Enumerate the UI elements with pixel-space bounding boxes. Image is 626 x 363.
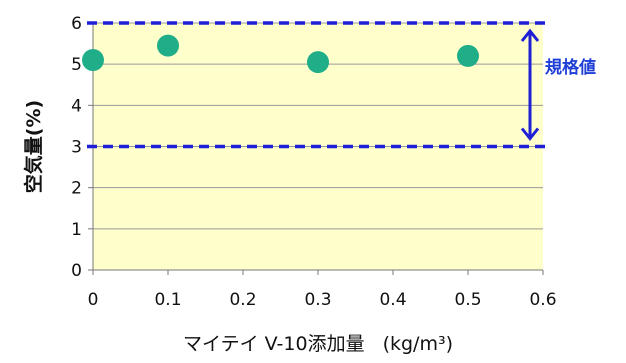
x-tick-label: 0 (88, 290, 99, 310)
spec-limit-label: 規格値 (545, 57, 596, 78)
y-tick-label: 1 (71, 220, 82, 240)
spec-arrow-head-up (520, 28, 540, 42)
x-tick-label: 0.3 (304, 290, 331, 310)
y-tick-label: 5 (71, 55, 82, 75)
x-tick-label: 0.2 (229, 290, 256, 310)
y-tick-label: 6 (71, 14, 82, 34)
x-tick-label: 0.4 (379, 290, 406, 310)
x-tick-label: 0.1 (154, 290, 181, 310)
spec-range-arrow (520, 28, 540, 141)
x-tick-label: 0.6 (529, 290, 556, 310)
y-axis-ticks: 0 1 2 3 4 5 6 (71, 14, 93, 281)
data-point (82, 49, 104, 72)
x-axis-ticks: 0 0.1 0.2 0.3 0.4 0.5 0.6 (88, 270, 557, 310)
y-tick-label: 3 (71, 138, 82, 158)
x-axis-title-main: マイテイ V-10添加量 (183, 333, 365, 355)
y-axis-title: 空気量(%) (22, 100, 45, 193)
data-point (157, 34, 179, 57)
data-point (307, 51, 329, 74)
x-axis-title-unit: (kg/m³) (383, 333, 453, 355)
x-axis-title: マイテイ V-10添加量 (kg/m³) (183, 333, 453, 355)
data-point (457, 44, 479, 67)
x-tick-label: 0.5 (454, 290, 481, 310)
y-tick-label: 0 (71, 261, 82, 281)
y-tick-label: 2 (71, 179, 82, 199)
data-points (82, 34, 479, 74)
spec-arrow-head-down (520, 127, 540, 141)
y-tick-label: 4 (71, 96, 82, 116)
